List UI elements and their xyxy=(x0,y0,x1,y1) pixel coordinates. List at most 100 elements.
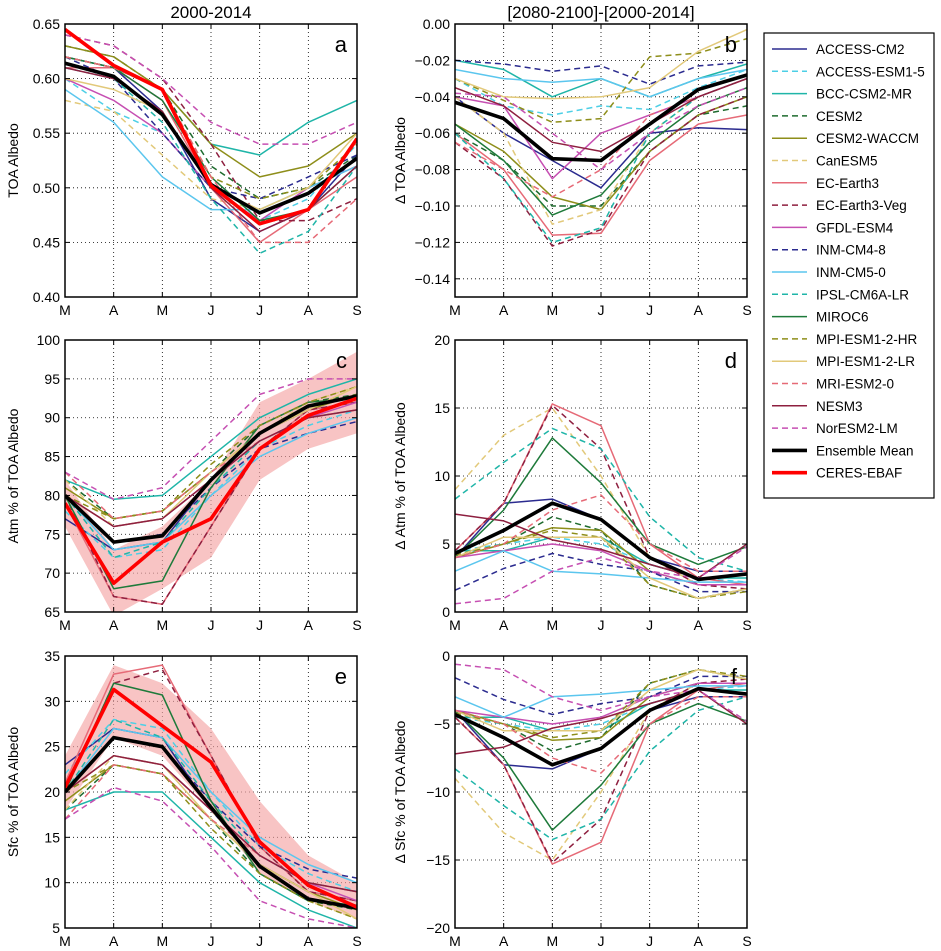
y-tick-label: 0.60 xyxy=(33,71,60,87)
series-line-ensemble-mean xyxy=(455,73,747,163)
y-tick-label: 85 xyxy=(44,449,60,465)
legend-entry: IPSL-CM6A-LR xyxy=(772,287,909,302)
legend-entry: MRI-ESM2-0 xyxy=(772,377,894,392)
legend-label: MRI-ESM2-0 xyxy=(816,377,894,392)
legend-label: MIROC6 xyxy=(816,310,869,325)
y-tick-label: 30 xyxy=(44,693,60,709)
series-line-noresm2-lm xyxy=(65,786,357,928)
series-line-inm-cm5-0 xyxy=(455,68,747,98)
panels-group: M A M J J A S 0.40 0.45 0.50 0.55 0.60 0.65 TOA Albed… xyxy=(5,16,752,949)
series-line-inm-cm4-8 xyxy=(455,552,747,593)
legend-label: ACCESS-ESM1-5 xyxy=(816,64,925,79)
legend-entry: ACCESS-CM2 xyxy=(772,42,905,57)
y-tick-label: −0.14 xyxy=(415,271,451,287)
legend-label: INM-CM4-8 xyxy=(816,243,886,258)
legend-entry: INM-CM4-8 xyxy=(772,243,886,258)
series-line-miroc6 xyxy=(65,397,357,590)
series-line-bcc-csm2-mr xyxy=(65,791,357,928)
x-tick-label: A xyxy=(109,617,119,633)
y-tick-label: −5 xyxy=(434,716,450,732)
panel-label: b xyxy=(725,32,737,57)
legend-entry: INM-CM5-0 xyxy=(772,265,886,280)
x-tick-label: M xyxy=(546,617,558,633)
x-tick-label: A xyxy=(304,302,314,318)
legend-label: Ensemble Mean xyxy=(816,443,914,458)
series-line-mpi-esm1-2-hr xyxy=(65,385,357,520)
x-tick-label: J xyxy=(646,933,653,949)
x-tick-label: J xyxy=(256,933,263,949)
x-tick-label: S xyxy=(742,617,751,633)
y-tick-label: 70 xyxy=(44,565,60,581)
legend-label: EC-Earth3-Veg xyxy=(816,198,907,213)
x-tick-label: J xyxy=(646,302,653,318)
y-tick-label: 0.00 xyxy=(423,16,450,32)
x-tick-label: J xyxy=(208,302,215,318)
x-tick-label: A xyxy=(694,933,704,949)
y-tick-label: −15 xyxy=(426,852,450,868)
x-tick-label: A xyxy=(109,933,119,949)
series-line-ensemble-mean xyxy=(65,394,357,544)
series-line-inm-cm4-8 xyxy=(455,675,747,716)
x-tick-label: S xyxy=(352,617,361,633)
x-tick-label: A xyxy=(304,617,314,633)
legend-label: INM-CM5-0 xyxy=(816,265,886,280)
y-tick-label: −0.06 xyxy=(415,125,451,141)
panel-label: e xyxy=(335,664,347,689)
series-line-mpi-esm1-2-hr xyxy=(455,37,747,124)
y-tick-label: 0.55 xyxy=(33,125,60,141)
plot-area-a xyxy=(65,28,357,255)
y-tick-label: 20 xyxy=(44,784,60,800)
plot-area-f xyxy=(455,663,747,865)
gridlines-a xyxy=(65,24,357,297)
plot-area-b xyxy=(455,28,747,247)
series-line-ensemble-mean xyxy=(65,735,357,910)
legend-entry: CESM2-WACCM xyxy=(772,131,919,146)
panel-c: M A M J J A S 65 70 75 80 85 90 95 100 Atm % of TOA Alb… xyxy=(5,332,362,633)
y-tick-label: 0.40 xyxy=(33,289,60,305)
x-tick-label: M xyxy=(59,302,71,318)
plot-area-e xyxy=(65,664,357,928)
panel-label: c xyxy=(336,348,347,373)
y-tick-label: 5 xyxy=(442,536,450,552)
series-line-inm-cm5-0 xyxy=(65,727,357,884)
legend-label: GFDL-ESM4 xyxy=(816,220,894,235)
legend-frame xyxy=(763,32,935,499)
column-title-right: [2080-2100]-[2000-2014] xyxy=(507,3,694,22)
series-line-noresm2-lm xyxy=(65,34,357,145)
legend-label: MPI-ESM1-2-HR xyxy=(816,332,918,347)
x-tick-label: M xyxy=(546,933,558,949)
legend-entry: EC-Earth3 xyxy=(772,176,879,191)
y-tick-label: −10 xyxy=(426,784,450,800)
y-tick-label: 10 xyxy=(434,468,450,484)
series-line-ensemble-mean xyxy=(65,61,357,215)
y-axis-label: Atm % of TOA Albedo xyxy=(5,408,21,543)
y-tick-label: 0.45 xyxy=(33,234,60,250)
series-line-cesm2-waccm xyxy=(65,45,357,178)
series-line-miroc6 xyxy=(455,437,747,566)
series-line-mri-esm2-0 xyxy=(455,494,747,572)
series-line-ensemble-mean xyxy=(455,686,747,767)
x-tick-label: J xyxy=(598,302,605,318)
x-tick-label: J xyxy=(646,617,653,633)
series-line-inm-cm5-0 xyxy=(455,685,747,718)
x-tick-label: M xyxy=(546,302,558,318)
series-line-miroc6 xyxy=(455,86,747,216)
y-tick-label: 80 xyxy=(44,487,60,503)
legend-label: EC-Earth3 xyxy=(816,176,879,191)
series-line-inm-cm5-0 xyxy=(455,550,747,583)
y-tick-label: 0.65 xyxy=(33,16,60,32)
x-tick-label: M xyxy=(59,617,71,633)
y-axis-label: Δ TOA Albedo xyxy=(392,117,408,204)
series-line-access-esm1-5 xyxy=(65,409,357,559)
panel-e: M A M J J A S 5 10 15 20 25 30 35 Sfc % of TOA Albedo e xyxy=(5,648,362,949)
series-line-noresm2-lm xyxy=(455,86,747,171)
y-tick-label: 65 xyxy=(44,604,60,620)
series-line-mpi-esm1-2-lr xyxy=(455,536,747,600)
column-title-left: 2000-2014 xyxy=(170,3,251,22)
x-tick-label: J xyxy=(208,617,215,633)
x-tick-label: J xyxy=(256,302,263,318)
panel-f: M A M J J A S −20 −15 −10 −5 0 Δ Sfc % of TOA Albedo… xyxy=(392,648,752,949)
legend-entry: CERES-EBAF xyxy=(772,466,902,481)
y-tick-label: −0.10 xyxy=(415,198,451,214)
